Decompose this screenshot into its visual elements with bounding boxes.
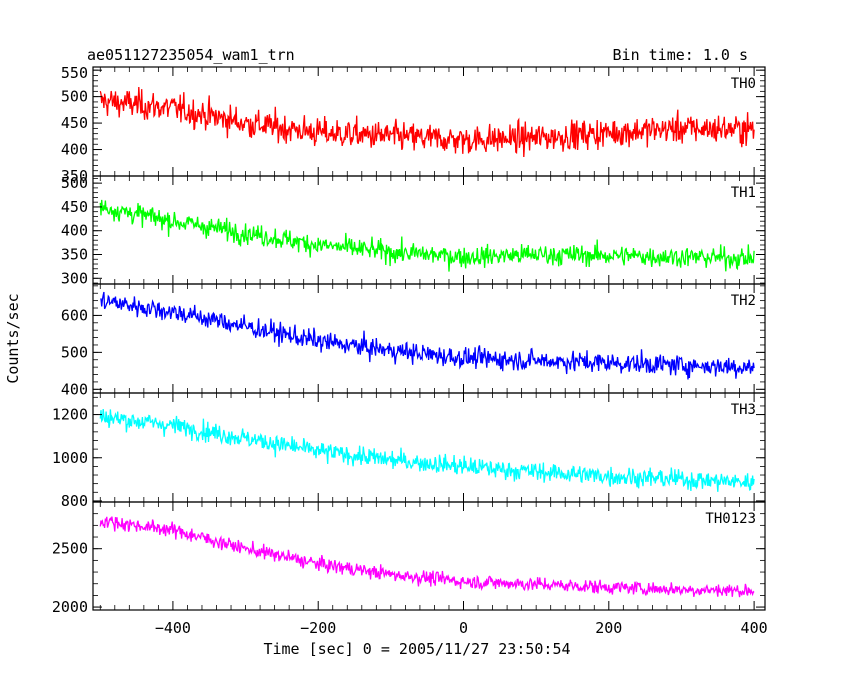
series-line-th3	[99, 409, 755, 492]
panel-label-th2: TH2	[731, 293, 756, 309]
y-tick-label: 2000	[52, 598, 88, 616]
panel-th0: 350 400 450 500 550 TH0	[61, 64, 766, 185]
x-tick-label: 400	[741, 619, 768, 637]
panel-th0123: 2000 2500 TH0123	[52, 501, 766, 616]
y-tick-label: 500	[61, 88, 88, 106]
y-tick-label: 400	[61, 222, 88, 240]
panel-label-th0: TH0	[731, 76, 756, 92]
y-tick-label: 500	[61, 174, 88, 192]
x-tick-label: 200	[595, 619, 622, 637]
series-line-th0	[99, 86, 755, 158]
chart-title: ae051127235054_wam1_trn	[87, 46, 295, 64]
y-axis-title: Counts/sec	[4, 293, 22, 383]
series-line-th1	[99, 199, 755, 272]
panel-label-th0123: TH0123	[705, 511, 756, 527]
series-line-th2	[100, 291, 755, 380]
y-tick-label: 350	[61, 167, 88, 185]
y-tick-label: 400	[61, 141, 88, 159]
y-tick-label: 600	[61, 306, 88, 324]
x-tick-label: −200	[300, 619, 336, 637]
x-tick-label: −400	[155, 619, 191, 637]
y-tick-label: 400	[61, 380, 88, 398]
panel-th3: 800 1000 1200 TH3	[52, 392, 766, 510]
panel-th2: 400 500 600 TH2	[61, 283, 766, 398]
panel-frame	[92, 501, 766, 611]
panel-stack: 350 400 450 500 550 TH0 300 350 400 450 500 TH1 400 5…	[52, 64, 766, 616]
x-tick-labels: −400 −200 0 200 400	[155, 619, 768, 637]
y-tick-label: 500	[61, 343, 88, 361]
series-line-th0123	[99, 516, 755, 598]
bin-time-label: Bin time: 1.0 s	[613, 46, 748, 64]
y-tick-label: 1200	[52, 406, 88, 424]
y-tick-label: 450	[61, 114, 88, 132]
y-tick-label: 350	[61, 246, 88, 264]
y-tick-label: 550	[61, 64, 88, 82]
panel-frame	[92, 283, 766, 394]
panel-frame	[92, 392, 766, 503]
panel-label-th1: TH1	[731, 185, 756, 201]
panel-th1: 300 350 400 450 500 TH1	[61, 174, 766, 287]
x-tick-label: 0	[459, 619, 468, 637]
y-tick-label: 2500	[52, 540, 88, 558]
panel-frame	[92, 175, 766, 285]
x-axis-title: Time [sec] 0 = 2005/11/27 23:50:54	[263, 640, 570, 658]
y-tick-label: 1000	[52, 449, 88, 467]
y-tick-label: 450	[61, 198, 88, 216]
panel-label-th3: TH3	[731, 402, 756, 418]
y-tick-label: 300	[61, 269, 88, 287]
y-tick-label: 800	[61, 492, 88, 510]
